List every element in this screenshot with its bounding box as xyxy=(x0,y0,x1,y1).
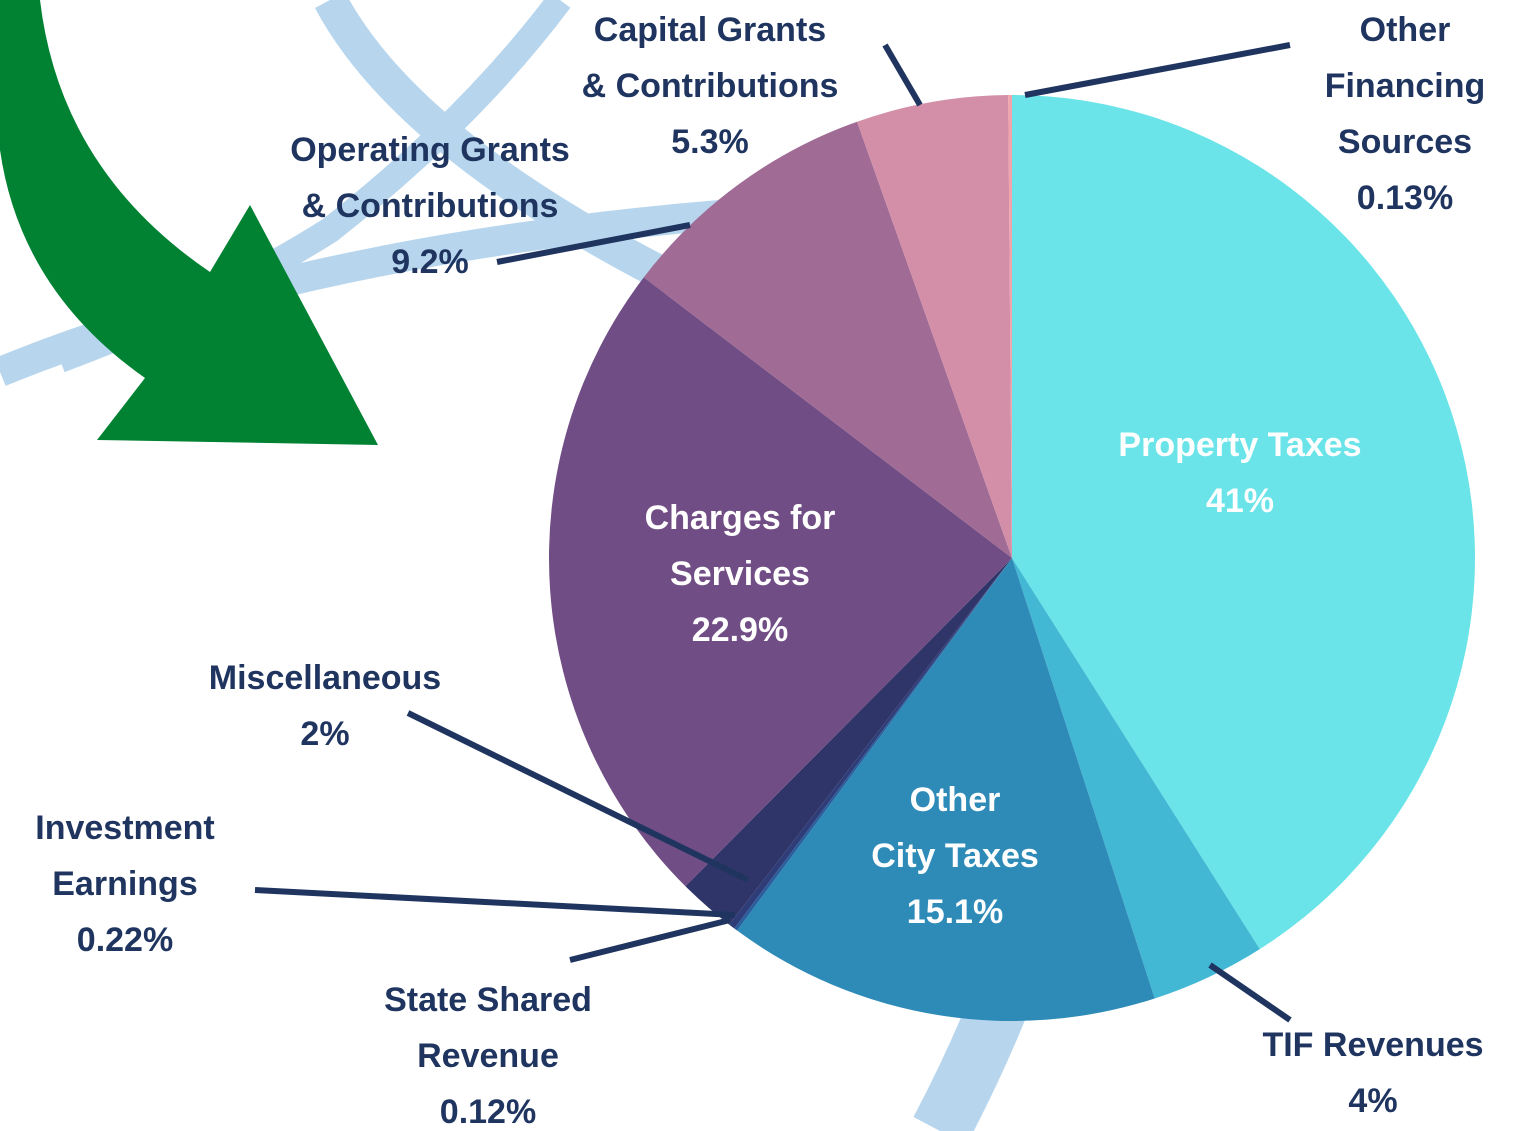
slice-name: Other City Taxes xyxy=(871,772,1039,884)
slice-name: Capital Grants & Contributions xyxy=(582,2,839,114)
leader-line xyxy=(570,920,730,960)
slice-name: Operating Grants & Contributions xyxy=(290,122,570,234)
leader-line xyxy=(255,890,735,915)
leader-line xyxy=(885,45,920,105)
slice-value: 22.9% xyxy=(645,602,836,658)
slice-name: Other Financing Sources xyxy=(1325,2,1486,170)
slice-value: 2% xyxy=(209,706,441,762)
slice-name: Charges for Services xyxy=(645,490,836,602)
slice-name: TIF Revenues xyxy=(1262,1017,1483,1073)
slice-name: State Shared Revenue xyxy=(384,972,592,1084)
slice-name: Miscellaneous xyxy=(209,650,441,706)
leader-line xyxy=(1025,45,1290,95)
slice-value: 0.12% xyxy=(384,1084,592,1131)
slice-value: 41% xyxy=(1118,473,1361,529)
slice-value: 0.13% xyxy=(1325,170,1486,226)
slice-value: 15.1% xyxy=(871,884,1039,940)
leader-line xyxy=(1210,965,1290,1020)
slice-value: 9.2% xyxy=(290,234,570,290)
slice-name: Investment Earnings xyxy=(35,800,215,912)
slice-name: Property Taxes xyxy=(1118,417,1361,473)
slice-value: 0.22% xyxy=(35,912,215,968)
slice-value: 4% xyxy=(1262,1073,1483,1129)
page: Property Taxes41% TIF Revenues4% Other Cit… xyxy=(0,0,1523,1131)
slice-value: 5.3% xyxy=(582,114,839,170)
